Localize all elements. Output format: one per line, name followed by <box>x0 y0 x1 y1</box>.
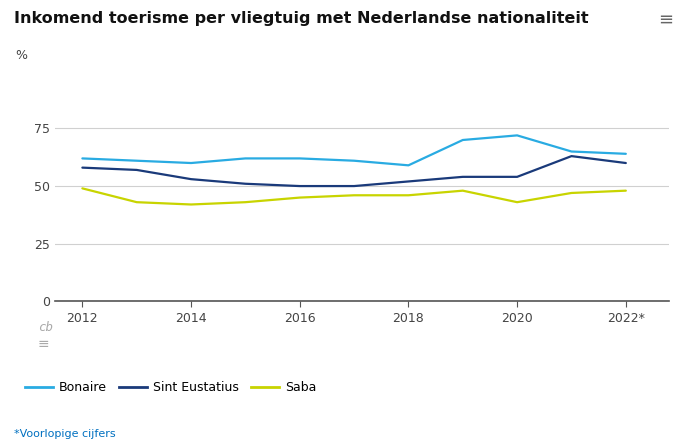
Text: ≡: ≡ <box>38 338 50 351</box>
Text: *Voorlopige cijfers: *Voorlopige cijfers <box>14 428 115 439</box>
Text: %: % <box>15 49 28 62</box>
Text: cb: cb <box>38 321 53 334</box>
Text: Inkomend toerisme per vliegtuig met Nederlandse nationaliteit: Inkomend toerisme per vliegtuig met Nede… <box>14 11 589 26</box>
Text: ≡: ≡ <box>658 11 673 29</box>
Legend: Bonaire, Sint Eustatius, Saba: Bonaire, Sint Eustatius, Saba <box>20 376 322 399</box>
